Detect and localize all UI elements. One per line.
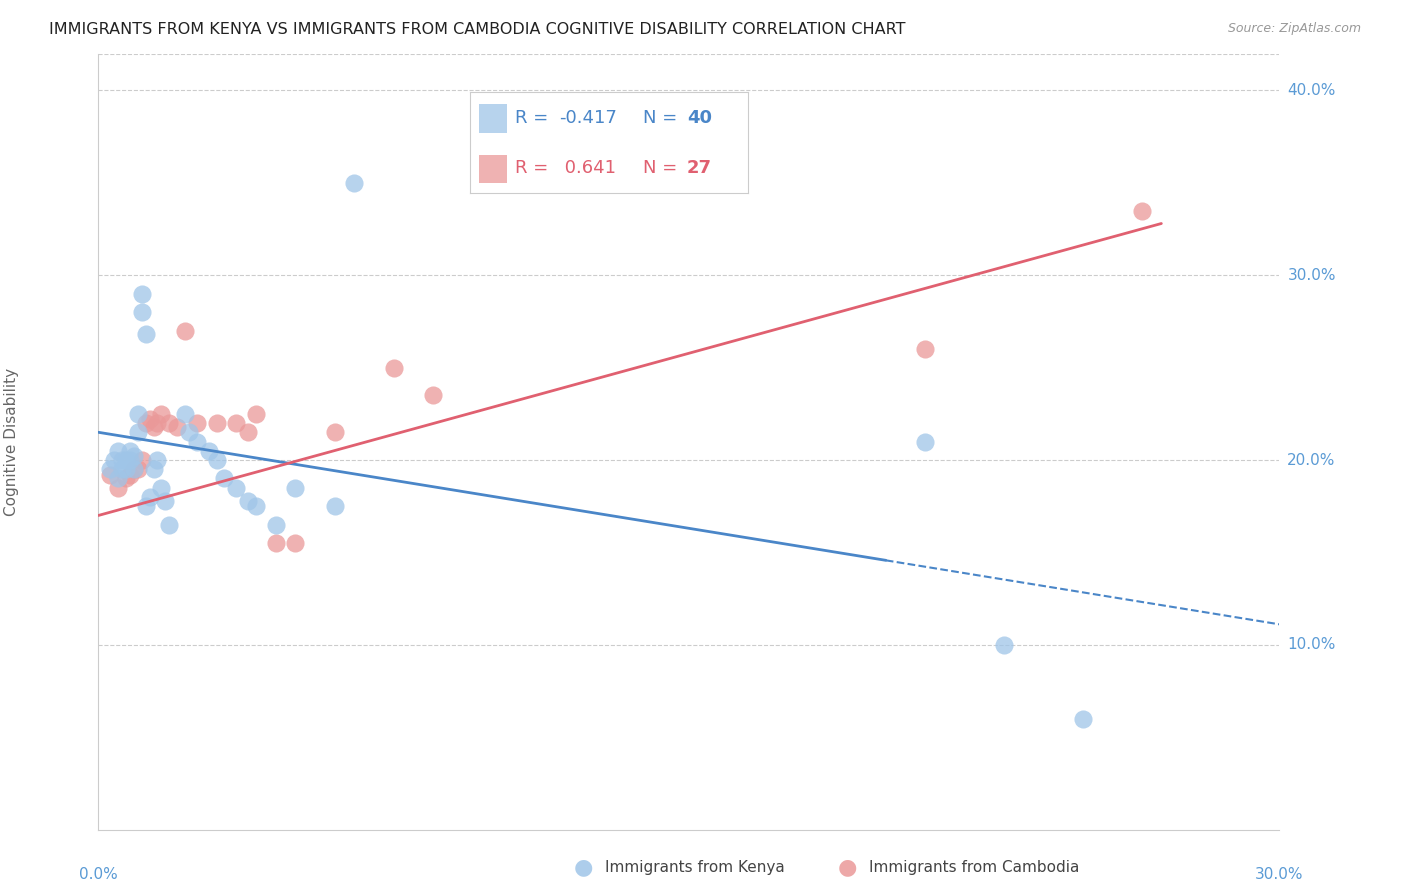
Point [1130,203,1153,218]
Point [284,481,307,495]
Point [115,462,138,476]
Point [127,462,149,476]
Point [150,407,173,421]
Point [914,434,936,449]
Point [323,500,346,514]
Point [111,462,134,476]
Point [1071,712,1094,726]
Point [135,416,157,430]
Point [382,360,405,375]
Text: Immigrants from Cambodia: Immigrants from Cambodia [869,860,1080,874]
Point [422,388,444,402]
Point [157,416,180,430]
Text: 30.0%: 30.0% [1288,268,1336,283]
Point [122,462,145,476]
Point [264,517,287,532]
Point [131,305,153,319]
Point [107,443,129,458]
Point [115,471,138,485]
Text: 10.0%: 10.0% [1288,637,1336,652]
Point [98,467,121,482]
Point [135,500,157,514]
Text: Immigrants from Kenya: Immigrants from Kenya [605,860,785,874]
Point [157,517,180,532]
Point [118,467,141,482]
Text: ●: ● [574,857,593,877]
Point [225,481,247,495]
Point [284,536,307,550]
Point [205,416,228,430]
Point [174,407,197,421]
Point [142,419,165,434]
Point [166,419,188,434]
Point [236,425,259,440]
Point [122,462,145,476]
Point [107,471,129,485]
Point [264,536,287,550]
Point [98,462,121,476]
Point [146,453,169,467]
Point [118,443,141,458]
Text: IMMIGRANTS FROM KENYA VS IMMIGRANTS FROM CAMBODIA COGNITIVE DISABILITY CORRELATI: IMMIGRANTS FROM KENYA VS IMMIGRANTS FROM… [49,22,905,37]
Point [115,453,138,467]
Point [197,443,219,458]
Point [186,434,208,449]
Point [150,481,173,495]
Text: 40.0%: 40.0% [1288,83,1336,98]
Point [146,416,169,430]
Point [138,412,160,426]
Point [155,493,177,508]
Point [245,500,267,514]
Point [323,425,346,440]
Point [177,425,200,440]
Text: 30.0%: 30.0% [1256,866,1303,881]
Point [127,425,149,440]
Point [135,327,157,342]
Point [174,324,197,338]
Text: 0.0%: 0.0% [79,866,118,881]
Text: ●: ● [838,857,858,877]
Point [131,286,153,301]
Point [103,453,125,467]
Text: Cognitive Disability: Cognitive Disability [4,368,20,516]
Point [127,407,149,421]
Point [225,416,247,430]
Point [111,453,134,467]
Text: Source: ZipAtlas.com: Source: ZipAtlas.com [1227,22,1361,36]
Point [138,490,160,504]
Point [343,176,366,190]
Point [914,342,936,356]
Point [214,471,236,485]
Point [107,481,129,495]
Point [993,638,1015,652]
Point [142,462,165,476]
Point [118,453,141,467]
Point [205,453,228,467]
Point [131,453,153,467]
Point [245,407,267,421]
Point [122,450,145,464]
Point [186,416,208,430]
Text: 20.0%: 20.0% [1288,452,1336,467]
Point [236,493,259,508]
